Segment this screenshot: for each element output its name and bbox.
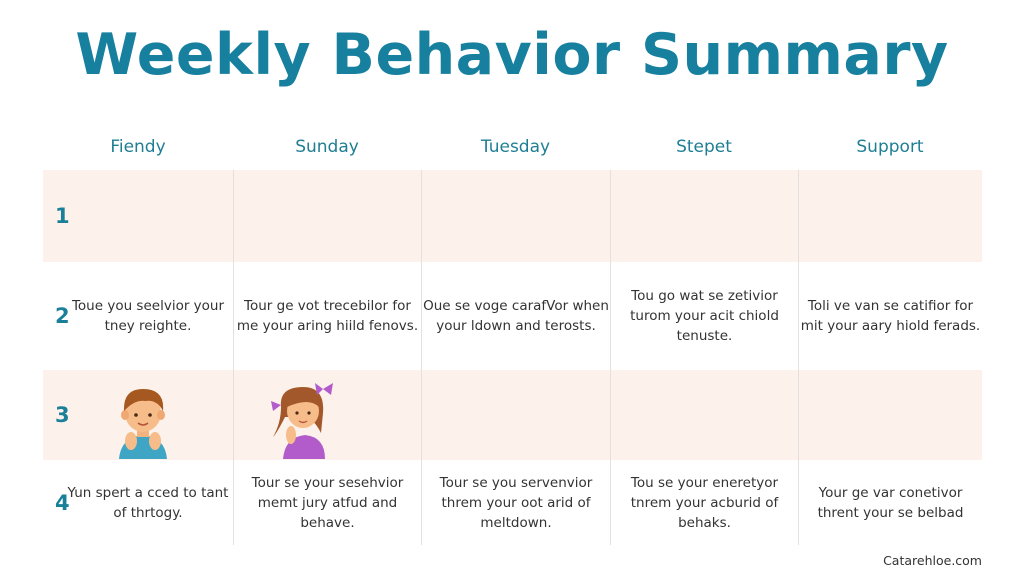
cell-text: Yun spert a cced to tant of thrtogy. (67, 484, 229, 521)
table-cell (421, 170, 610, 262)
column-header: Sunday (295, 137, 359, 157)
table-row: 3 (43, 370, 982, 460)
boy-illustration (119, 389, 167, 459)
table-cell: 1 (43, 170, 233, 262)
table-cell (233, 370, 421, 460)
table-cell: Tou se your eneretyor tnrem your acburid… (610, 460, 798, 545)
table-header: Fiendy Sunday Tuesday Stepet Support (43, 125, 982, 170)
cell-text: Tou go wat se zetivior turom your acit c… (630, 288, 779, 344)
row-number: 2 (55, 304, 70, 328)
cell-text: Your ge var conetivor thrent your se bel… (817, 484, 964, 521)
table-cell: Tou go wat se zetivior turom your acit c… (610, 262, 798, 370)
table-cell: 4 Yun spert a cced to tant of thrtogy. (43, 460, 233, 545)
cell-text: Toue you seelvior your tney reighte. (71, 298, 225, 334)
page-title: Weekly Behavior Summary (75, 22, 949, 88)
table-cell: 3 (43, 370, 233, 460)
table-cell: Tour se you servenvior threm your oot ar… (421, 460, 610, 545)
table-cell: 2 Toue you seelvior your tney reighte. (43, 262, 233, 370)
girl-illustration (270, 383, 333, 459)
table-row: 4 Yun spert a cced to tant of thrtogy. To… (43, 460, 982, 545)
table-cell (421, 370, 610, 460)
table-row: 2 Toue you seelvior your tney reighte. To… (43, 262, 982, 370)
footer-site-name: Catarehloe.com (883, 553, 982, 568)
cell-text: Tour se your sesehvior memt jury atfud a… (251, 474, 404, 531)
table-cell (610, 370, 798, 460)
table-cell (798, 170, 982, 262)
column-header: Stepet (676, 137, 732, 157)
cell-text: Tour se you servenvior threm your oot ar… (439, 474, 593, 531)
table-cell: Toli ve van se catifior for mit your aar… (798, 262, 982, 370)
cell-text: Toli ve van se catifior for mit your aar… (800, 298, 981, 334)
cell-text: Oue se voge carafVor when your ldown and… (423, 298, 609, 334)
table-cell: Oue se voge carafVor when your ldown and… (421, 262, 610, 370)
table-cell: Your ge var conetivor thrent your se bel… (798, 460, 982, 545)
table-cell (610, 170, 798, 262)
column-header: Fiendy (110, 137, 166, 157)
table-row: 1 (43, 170, 982, 262)
table-cell: Tour se your sesehvior memt jury atfud a… (233, 460, 421, 545)
row-number: 1 (55, 204, 70, 228)
table-cell: Tour ge vot trecebilor for me your aring… (233, 262, 421, 370)
cell-text: Tour ge vot trecebilor for me your aring… (236, 298, 419, 334)
column-header: Tuesday (480, 137, 551, 157)
behavior-table: Fiendy Sunday Tuesday Stepet Support 1 2… (43, 125, 982, 545)
row-number: 3 (55, 403, 70, 427)
column-header: Support (856, 137, 924, 157)
table-cell (798, 370, 982, 460)
row-number: 4 (55, 490, 70, 515)
cell-text: Tou se your eneretyor tnrem your acburid… (630, 474, 779, 531)
table-cell (233, 170, 421, 262)
